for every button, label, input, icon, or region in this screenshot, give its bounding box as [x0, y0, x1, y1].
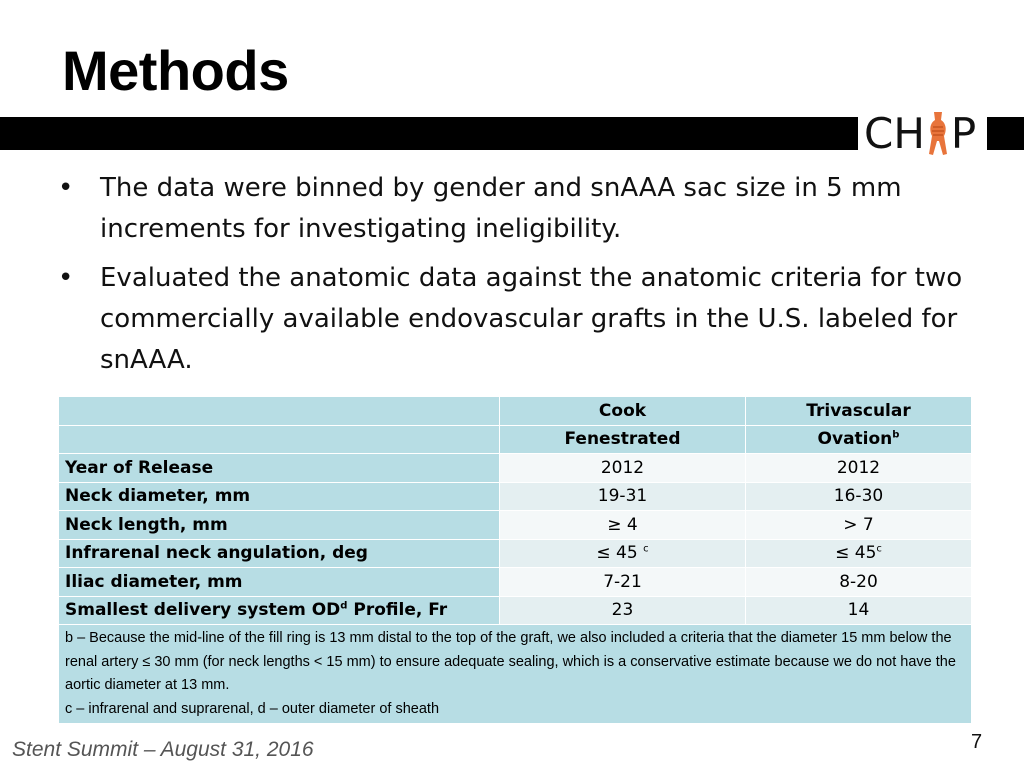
row-label-text: Smallest delivery system OD [65, 600, 341, 621]
title-rule-bar-end [987, 117, 1024, 150]
table-row: Neck diameter, mm 19-31 16-30 [58, 481, 972, 511]
bullet-text: The data were binned by gender and snAAA… [100, 173, 902, 244]
table-header-row: Fenestrated Ovationb [58, 424, 972, 454]
cook-value-text: 23 [611, 600, 634, 621]
footnote-c-d: c – infrarenal and suprarenal, d – outer… [65, 700, 440, 717]
slide-title: Methods [62, 39, 289, 102]
footnote-row: b – Because the mid-line of the fill rin… [58, 624, 972, 724]
row-label: Infrarenal neck angulation, deg [58, 538, 500, 568]
header-trivascular: Trivascular [745, 396, 972, 426]
trivascular-value-text: > 7 [843, 514, 874, 535]
trivascular-value: 8-20 [745, 567, 972, 597]
footnote-marker: c [643, 543, 649, 555]
cook-value-text: 7-21 [603, 571, 642, 592]
header-cook: Cook [499, 396, 746, 426]
footer-text: Stent Summit – August 31, 2016 [12, 738, 314, 761]
cook-value-text: 2012 [600, 457, 645, 478]
bullet-marker: • [58, 173, 74, 203]
page-number: 7 [971, 731, 983, 753]
trivascular-value: 2012 [745, 453, 972, 483]
bullet-item: • Evaluated the anatomic data against th… [58, 258, 978, 381]
bullet-marker: • [58, 263, 74, 293]
row-label: Iliac diameter, mm [58, 567, 500, 597]
cook-value: 7-21 [499, 567, 746, 597]
aorta-stent-icon [928, 112, 947, 155]
row-label-text: Infrarenal neck angulation, deg [65, 543, 368, 564]
header-cook-line1: Cook [598, 400, 647, 421]
trivascular-value: 16-30 [745, 481, 972, 511]
table-row: Iliac diameter, mm 7-21 8-20 [58, 567, 972, 597]
trivascular-value: ≤ 45c [745, 538, 972, 568]
table-row: Infrarenal neck angulation, deg ≤ 45 c ≤… [58, 538, 972, 568]
cook-value: ≤ 45 c [499, 538, 746, 568]
cook-value: 23 [499, 595, 746, 625]
trivascular-value-text: 16-30 [833, 486, 884, 507]
cook-value: ≥ 4 [499, 510, 746, 540]
trivascular-value: 14 [745, 595, 972, 625]
row-label: Neck diameter, mm [58, 481, 500, 511]
row-label-tail: Profile, Fr [347, 600, 448, 621]
graft-criteria-table: Cook Trivascular Fenestrated Ovationb Ye… [58, 396, 972, 724]
footnote-b: b – Because the mid-line of the fill rin… [65, 630, 956, 693]
table-row: Smallest delivery system ODd Profile, Fr… [58, 595, 972, 625]
header-trivascular-line2: Ovation [817, 429, 893, 450]
bullet-item: • The data were binned by gender and snA… [58, 168, 978, 250]
row-label-text: Year of Release [65, 457, 214, 478]
header-cook: Fenestrated [499, 424, 746, 454]
logo-text-right: P [950, 109, 977, 158]
trivascular-value-text: 14 [847, 600, 870, 621]
row-label: Year of Release [58, 453, 500, 483]
logo-text-left: CH [864, 109, 925, 158]
header-trivascular-line1: Trivascular [806, 400, 911, 421]
row-label-text: Iliac diameter, mm [65, 571, 243, 592]
trivascular-value-text: 8-20 [839, 571, 878, 592]
cook-value-text: ≤ 45 [596, 543, 644, 564]
footnote-marker: d [340, 600, 348, 612]
cook-value: 19-31 [499, 481, 746, 511]
chop-logo: CH P [864, 110, 984, 158]
table-row: Year of Release 2012 2012 [58, 453, 972, 483]
footnote-marker: c [876, 543, 882, 555]
cook-value-text: ≥ 4 [607, 514, 638, 535]
header-cook-line2: Fenestrated [564, 429, 681, 450]
header-blank-cell [58, 396, 500, 426]
row-label-text: Neck diameter, mm [65, 486, 251, 507]
bullet-text: Evaluated the anatomic data against the … [100, 263, 963, 375]
bullet-list: • The data were binned by gender and snA… [58, 168, 978, 389]
trivascular-value: > 7 [745, 510, 972, 540]
row-label: Smallest delivery system ODd Profile, Fr [58, 595, 500, 625]
row-label: Neck length, mm [58, 510, 500, 540]
title-rule-bar [0, 117, 858, 150]
trivascular-value-text: 2012 [836, 457, 881, 478]
table-header-row: Cook Trivascular [58, 396, 972, 426]
header-footnote-marker: b [892, 429, 900, 441]
header-trivascular: Ovationb [745, 424, 972, 454]
cook-value-text: 19-31 [597, 486, 648, 507]
table-footnotes: b – Because the mid-line of the fill rin… [58, 624, 972, 724]
cook-value: 2012 [499, 453, 746, 483]
table-row: Neck length, mm ≥ 4 > 7 [58, 510, 972, 540]
header-blank-cell [58, 424, 500, 454]
row-label-text: Neck length, mm [65, 514, 228, 535]
trivascular-value-text: ≤ 45 [835, 543, 877, 564]
